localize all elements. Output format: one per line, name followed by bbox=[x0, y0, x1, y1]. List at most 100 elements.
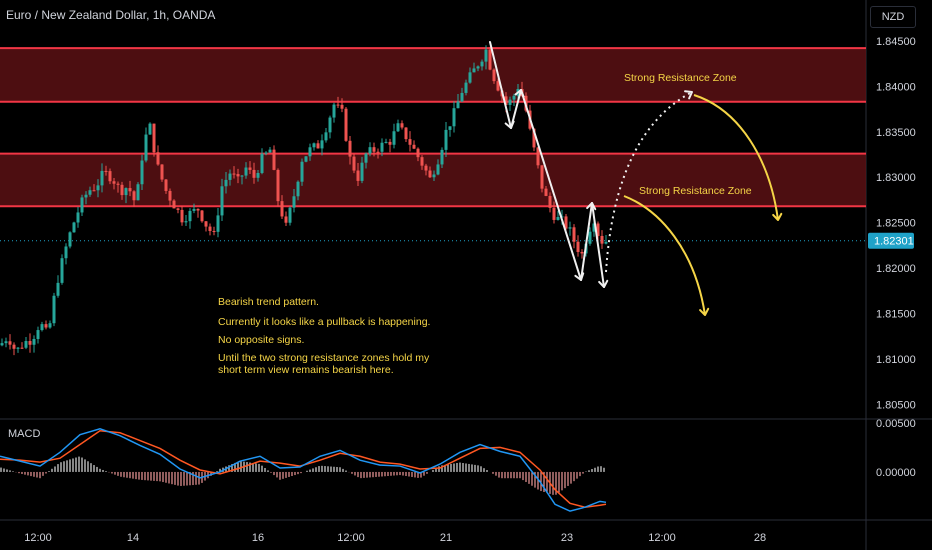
current-price-label: 1.82301 bbox=[874, 236, 914, 248]
candle-body bbox=[116, 183, 120, 185]
candle-body bbox=[496, 81, 500, 91]
candle-body bbox=[504, 96, 508, 105]
candle-body bbox=[308, 147, 312, 157]
candle-body bbox=[324, 132, 328, 141]
projected-pullback-path bbox=[605, 91, 693, 273]
candle-body bbox=[432, 174, 436, 178]
candle-body bbox=[508, 99, 512, 105]
candle-body bbox=[268, 149, 272, 153]
candle-body bbox=[76, 212, 80, 223]
candle-body bbox=[580, 251, 584, 254]
candle-body bbox=[56, 282, 60, 296]
candle-body bbox=[68, 232, 72, 247]
candle-body bbox=[480, 61, 484, 67]
time-tick-label: 16 bbox=[252, 532, 264, 544]
candle-body bbox=[540, 165, 544, 189]
candle-body bbox=[284, 216, 288, 223]
candle-body bbox=[532, 128, 536, 148]
candle-body bbox=[4, 341, 8, 344]
candle-body bbox=[52, 295, 56, 324]
price-tick-label: 1.83500 bbox=[876, 127, 916, 139]
candle-body bbox=[408, 139, 412, 145]
candle-body bbox=[380, 142, 384, 152]
candle-body bbox=[384, 141, 388, 143]
candle-body bbox=[512, 95, 516, 100]
candle-body bbox=[236, 174, 240, 177]
candle-body bbox=[40, 324, 44, 331]
candle-body bbox=[16, 347, 20, 349]
candle-body bbox=[548, 195, 552, 208]
candle-body bbox=[412, 144, 416, 149]
macd-tick-label: 0.00500 bbox=[876, 418, 916, 430]
candle-body bbox=[280, 201, 284, 217]
candle-body bbox=[476, 66, 480, 69]
candle-body bbox=[440, 149, 444, 165]
candle-body bbox=[372, 147, 376, 152]
candle-body bbox=[568, 227, 572, 229]
candle-body bbox=[60, 258, 64, 283]
candle-body bbox=[536, 147, 540, 166]
candle-body bbox=[376, 151, 380, 153]
candle-body bbox=[120, 184, 124, 196]
candle-body bbox=[336, 104, 340, 106]
candle-body bbox=[348, 140, 352, 157]
candle-body bbox=[444, 129, 448, 150]
candle-body bbox=[428, 170, 432, 178]
candle-body bbox=[188, 210, 192, 222]
candle-body bbox=[364, 153, 368, 163]
candle-body bbox=[368, 147, 372, 154]
candle-body bbox=[328, 117, 332, 133]
trend-leg-3-head bbox=[598, 279, 609, 288]
candle-body bbox=[452, 108, 456, 127]
note-line-5: short term view remains bearish here. bbox=[218, 364, 394, 376]
candle-body bbox=[36, 330, 40, 339]
candle-body bbox=[248, 167, 252, 170]
candle-body bbox=[484, 49, 488, 62]
price-tick-label: 1.84000 bbox=[876, 81, 916, 93]
candle-body bbox=[136, 184, 140, 201]
candle-body bbox=[124, 188, 128, 196]
note-line-2: Currently it looks like a pullback is ha… bbox=[218, 316, 431, 328]
lower-rejection-head bbox=[699, 307, 710, 316]
current-price-badge bbox=[868, 232, 914, 249]
candle-body bbox=[72, 222, 76, 233]
candle-body bbox=[0, 343, 4, 346]
time-tick-label: 23 bbox=[561, 532, 573, 544]
candle-body bbox=[488, 49, 492, 70]
candle-body bbox=[396, 123, 400, 132]
candle-body bbox=[264, 152, 268, 154]
trend-leg-3 bbox=[591, 202, 605, 288]
price-tick-label: 1.81500 bbox=[876, 309, 916, 321]
candle-body bbox=[256, 172, 260, 178]
candle-body bbox=[252, 169, 256, 178]
candle-body bbox=[448, 126, 452, 130]
candle-body bbox=[224, 179, 228, 187]
candle-body bbox=[196, 208, 200, 211]
candle-body bbox=[184, 221, 188, 223]
chart-title: Euro / New Zealand Dollar, 1h, OANDA bbox=[6, 8, 216, 22]
currency-button[interactable]: NZD bbox=[870, 6, 916, 28]
candle-body bbox=[436, 164, 440, 175]
upper-zone-label: Strong Resistance Zone bbox=[624, 72, 737, 84]
candle-body bbox=[604, 241, 608, 244]
candle-body bbox=[212, 231, 216, 233]
candle-body bbox=[392, 131, 396, 145]
candle-body bbox=[592, 223, 596, 232]
price-tick-label: 1.82000 bbox=[876, 263, 916, 275]
candle-body bbox=[312, 143, 316, 148]
candle-body bbox=[244, 167, 248, 176]
candle-body bbox=[160, 164, 164, 180]
candle-body bbox=[20, 347, 24, 349]
candle-body bbox=[128, 188, 132, 192]
pullback-leg-2 bbox=[580, 202, 593, 281]
candle-body bbox=[416, 148, 420, 158]
candle-body bbox=[216, 215, 220, 232]
upper-rejection-head bbox=[772, 212, 783, 221]
price-tick-label: 1.82500 bbox=[876, 218, 916, 230]
candle-body bbox=[140, 160, 144, 185]
candle-body bbox=[316, 143, 320, 149]
candle-body bbox=[320, 140, 324, 149]
candle-body bbox=[260, 153, 264, 173]
lower-rejection-path bbox=[623, 195, 706, 316]
